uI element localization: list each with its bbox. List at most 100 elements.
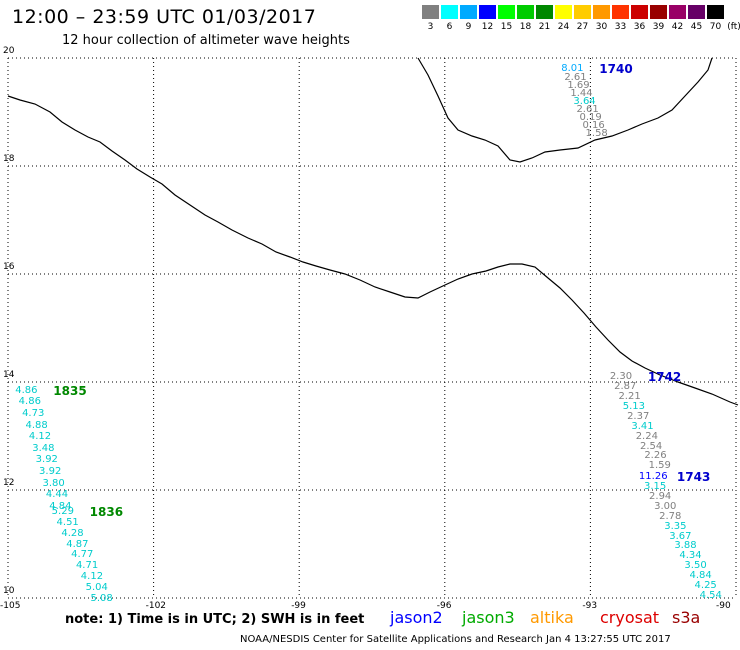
wave-height-value: 2.21: [618, 391, 641, 402]
wave-height-value: 3.41: [631, 420, 654, 432]
legend-swatch: [707, 5, 724, 19]
wave-height-value: 4.84: [49, 500, 72, 512]
wave-height-value: 4.84: [689, 570, 712, 582]
longitude-label: -105: [0, 601, 21, 611]
yucatan-coastline: [417, 57, 713, 163]
longitude-label: -93: [582, 601, 598, 611]
wave-height-value: 3.92: [35, 454, 58, 466]
pass-time-label: 1743: [676, 470, 711, 485]
wave-height-value: 2.30: [609, 371, 633, 383]
wave-height-value: 11.26: [638, 471, 668, 483]
wave-height-value: 2.78: [659, 510, 682, 522]
wave-height-value: 2.94: [649, 490, 672, 502]
wave-height-value: 0.19: [579, 112, 602, 123]
wave-height-value: 3.67: [669, 530, 692, 542]
wave-height-value: 5.08: [90, 592, 113, 604]
wave-height-value: 2.24: [635, 430, 658, 442]
wave-height-value: 5.29: [51, 506, 74, 518]
wave-height-value: 5.04: [85, 581, 108, 593]
legend-swatch: [669, 5, 686, 19]
coastline: [7, 95, 739, 406]
wave-height-value: 4.12: [80, 571, 104, 582]
wave-height-value: 4.86: [18, 396, 41, 408]
pass-time-label: 1740: [599, 62, 633, 77]
latitude-label: 20: [3, 46, 15, 56]
wave-height-value: 3.35: [664, 520, 687, 532]
wave-height-value: 2.26: [644, 450, 667, 462]
legend-label: 39: [652, 22, 665, 32]
satellite-s3a: s3a: [672, 608, 701, 627]
legend-unit: (ft): [727, 22, 740, 32]
longitude-label: -99: [291, 601, 306, 611]
pass-time-label: 1835: [53, 383, 87, 398]
wave-height-value: 4.88: [25, 419, 48, 431]
legend-label: 70: [709, 22, 722, 32]
wave-height-value: 3.00: [654, 500, 677, 512]
wave-height-value: 4.87: [66, 538, 89, 550]
pass-time-label: 1836: [89, 505, 124, 520]
wave-height-value: 3.64: [573, 95, 596, 107]
satellite-jason2: jason2: [390, 608, 443, 627]
longitude-label: -90: [716, 601, 731, 611]
legend-swatch: [460, 5, 477, 19]
legend-swatch: [574, 5, 591, 19]
legend-label: 36: [633, 22, 646, 32]
legend-swatch: [517, 5, 534, 19]
legend-swatch: [631, 5, 648, 19]
legend-label: 21: [538, 22, 551, 32]
satellite-jason3: jason3: [462, 608, 515, 627]
wave-height-value: 4.34: [679, 550, 702, 562]
wave-height-value: 1.59: [648, 460, 671, 472]
legend-label: 15: [500, 22, 513, 32]
wave-height-value: 4.73: [22, 407, 45, 419]
wave-height-value: 1.58: [585, 128, 608, 140]
wave-height-value: 3.92: [39, 465, 62, 477]
wave-height-value: 2.37: [627, 410, 650, 422]
latitude-label: 18: [3, 154, 15, 164]
wave-height-value: 4.71: [75, 560, 99, 572]
legend-swatch: [650, 5, 667, 19]
legend-swatch: [688, 5, 705, 19]
legend-label: 6: [446, 22, 453, 32]
wave-height-value: 2.61: [576, 103, 599, 115]
latitude-label: 16: [3, 262, 15, 272]
legend-label: 24: [557, 22, 570, 32]
legend-label: 12: [481, 22, 494, 32]
wave-height-value: 4.51: [56, 517, 79, 528]
wave-height-value: 0.16: [582, 120, 605, 132]
wave-height-value: 3.15: [643, 481, 667, 492]
latitude-label: 14: [3, 370, 15, 380]
units-note: note: 1) Time is in UTC; 2) SWH is in fe…: [65, 612, 365, 627]
legend-swatch: [612, 5, 629, 19]
wave-height-value: 2.54: [640, 440, 663, 452]
wave-height-value: 3.80: [42, 477, 65, 489]
legend-swatch: [498, 5, 515, 19]
wave-height-value: 3.48: [32, 442, 55, 454]
longitude-label: -102: [145, 601, 167, 611]
legend-swatch: [441, 5, 458, 19]
legend-swatch: [593, 5, 610, 19]
wave-height-value: 8.01: [561, 63, 584, 75]
latitude-label: 10: [3, 586, 15, 596]
lat-lon-grid: [7, 57, 737, 599]
wave-height-value: 4.28: [61, 527, 84, 539]
latitude-label: 12: [3, 478, 15, 488]
legend-label: 9: [465, 22, 472, 32]
legend-label: 42: [671, 22, 684, 32]
wave-height-value: 3.50: [684, 560, 707, 572]
legend-label: 45: [690, 22, 703, 32]
satellite-cryosat: cryosat: [600, 608, 660, 627]
legend-label: 30: [595, 22, 608, 32]
legend-swatch: [479, 5, 496, 19]
legend-swatch: [422, 5, 439, 19]
page-title: 12:00 – 23:59 UTC 01/03/2017: [12, 6, 317, 28]
wave-height-value: 2.61: [564, 71, 587, 83]
wave-height-value: 4.25: [694, 580, 717, 591]
wave-height-value: 4.54: [699, 589, 722, 601]
legend-label: 3: [427, 22, 434, 32]
pass-time-label: 1742: [647, 370, 682, 385]
wave-height-value: 5.13: [622, 400, 646, 412]
wave-height-value: 4.86: [15, 384, 38, 396]
wave-height-value: 1.44: [570, 87, 593, 99]
